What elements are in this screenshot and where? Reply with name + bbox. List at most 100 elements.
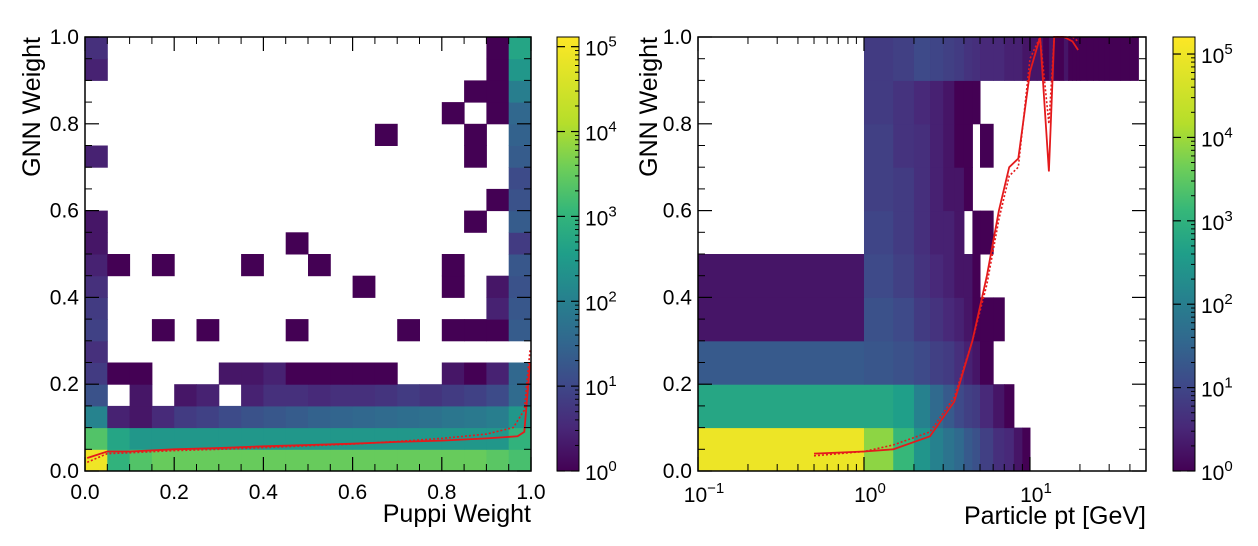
heatmap-cell xyxy=(954,210,965,255)
heatmap-cell xyxy=(972,384,981,429)
y-tick-label: 0.2 xyxy=(50,373,79,396)
heatmap-cell xyxy=(285,319,309,342)
heatmap-cell xyxy=(963,123,973,168)
heatmap-cell xyxy=(893,297,915,342)
heatmap-cell xyxy=(993,37,1005,81)
heatmap-cell xyxy=(963,254,973,298)
heatmap-cell xyxy=(129,427,153,450)
heatmap-cell xyxy=(330,405,354,429)
heatmap-cell xyxy=(508,58,532,81)
heatmap-cell xyxy=(397,405,420,429)
heatmap-cell xyxy=(486,275,510,298)
heatmap-cell xyxy=(893,210,915,255)
colorbar-tick-label: 102 xyxy=(585,288,617,315)
heatmap-cell xyxy=(1063,37,1069,81)
heatmap-cell xyxy=(508,232,532,255)
heatmap-cell xyxy=(352,362,376,385)
heatmap-cell xyxy=(263,405,287,429)
heatmap-cell xyxy=(930,254,944,298)
heatmap-cell xyxy=(913,297,931,342)
heatmap-cell xyxy=(218,362,242,385)
heatmap-cell xyxy=(943,210,955,255)
heatmap-cell xyxy=(863,37,894,81)
heatmap-cell xyxy=(419,405,443,429)
heatmap-cell xyxy=(441,102,465,125)
heatmap-cell xyxy=(486,362,510,385)
colorbar: 100 101 102 103 104 105 xyxy=(1172,36,1233,485)
heatmap-cell xyxy=(441,362,465,385)
heatmap-cell xyxy=(943,427,955,472)
heatmap-cell xyxy=(980,384,994,429)
heatmap-cell xyxy=(930,210,944,255)
heatmap-cell xyxy=(374,362,398,385)
y-tick-label: 0.8 xyxy=(663,113,692,136)
heatmap-cell xyxy=(352,405,376,429)
heatmap-cell xyxy=(863,297,894,342)
heatmap-cell xyxy=(486,449,510,472)
y-axis-title: GNN Weight xyxy=(635,37,663,177)
heatmap-cell xyxy=(508,80,532,103)
heatmap-cell xyxy=(330,384,354,407)
heatmap-cell xyxy=(285,449,309,472)
heatmap-cell xyxy=(1129,37,1139,81)
heatmap-cell xyxy=(441,449,465,472)
x-tick-label: 0.0 xyxy=(70,481,99,504)
heatmap-cell xyxy=(151,427,175,450)
heatmap-cell xyxy=(972,80,981,125)
x-axis-ticks: 10−1 100 101 xyxy=(684,37,1131,507)
heatmap-cell xyxy=(441,427,465,450)
heatmap-cell xyxy=(85,232,108,255)
heatmap-cell xyxy=(508,37,532,60)
heatmap-cell xyxy=(151,254,175,277)
heatmap-cell xyxy=(218,405,242,429)
heatmap-cell xyxy=(963,37,973,81)
heatmap-cell xyxy=(980,123,994,168)
y-axis-title: GNN Weight xyxy=(18,37,46,177)
heatmap-cell xyxy=(107,254,131,277)
heatmap-cell xyxy=(441,405,465,429)
heatmap-cell xyxy=(441,384,465,407)
heatmap-cell xyxy=(698,427,865,472)
heatmap-cell xyxy=(993,297,1005,342)
colorbar-gradient xyxy=(556,36,580,472)
heatmap-cell xyxy=(943,254,955,298)
heatmap-cell xyxy=(863,123,894,168)
heatmap-cell xyxy=(893,123,915,168)
heatmap-cell xyxy=(486,102,510,125)
heatmap-cell xyxy=(1104,37,1110,81)
heatmap-cell xyxy=(397,319,420,342)
heatmap-cell xyxy=(863,80,894,125)
series-line-median xyxy=(86,349,531,464)
heatmap-cell xyxy=(85,275,108,298)
heatmap-cell xyxy=(1109,37,1121,81)
heatmap-cell xyxy=(330,362,354,385)
heatmap-cell xyxy=(1004,37,1015,81)
x-tick-label: 0.4 xyxy=(249,481,279,504)
heatmap-cell xyxy=(107,449,131,472)
heatmap-cell xyxy=(464,319,487,342)
heatmap-cell xyxy=(943,384,955,429)
heatmap-cell xyxy=(196,427,220,450)
heatmap-cell xyxy=(308,449,331,472)
heatmap-cell xyxy=(1013,37,1023,81)
colorbar-tick-label: 101 xyxy=(585,373,617,400)
heatmap-cell xyxy=(508,297,532,320)
heatmap-cell xyxy=(241,384,264,407)
heatmap-cell xyxy=(85,384,108,407)
heatmap-cell xyxy=(954,427,965,472)
heatmap-cell xyxy=(85,297,108,320)
heatmap-cell xyxy=(352,275,376,298)
heatmap-cell xyxy=(954,123,965,168)
colorbar-tick-label: 102 xyxy=(1201,291,1233,318)
heatmap-cell xyxy=(1013,427,1023,472)
heatmap-cell xyxy=(954,167,965,212)
x-tick-label: 101 xyxy=(1020,480,1052,507)
heatmap-cell xyxy=(1086,37,1094,81)
y-tick-label: 0.4 xyxy=(50,286,80,309)
heatmap-cell xyxy=(893,167,915,212)
heatmap-cell xyxy=(174,449,197,472)
y-tick-label: 0.0 xyxy=(50,460,79,483)
heatmap-cell xyxy=(972,340,981,385)
heatmap-cell xyxy=(85,37,108,60)
